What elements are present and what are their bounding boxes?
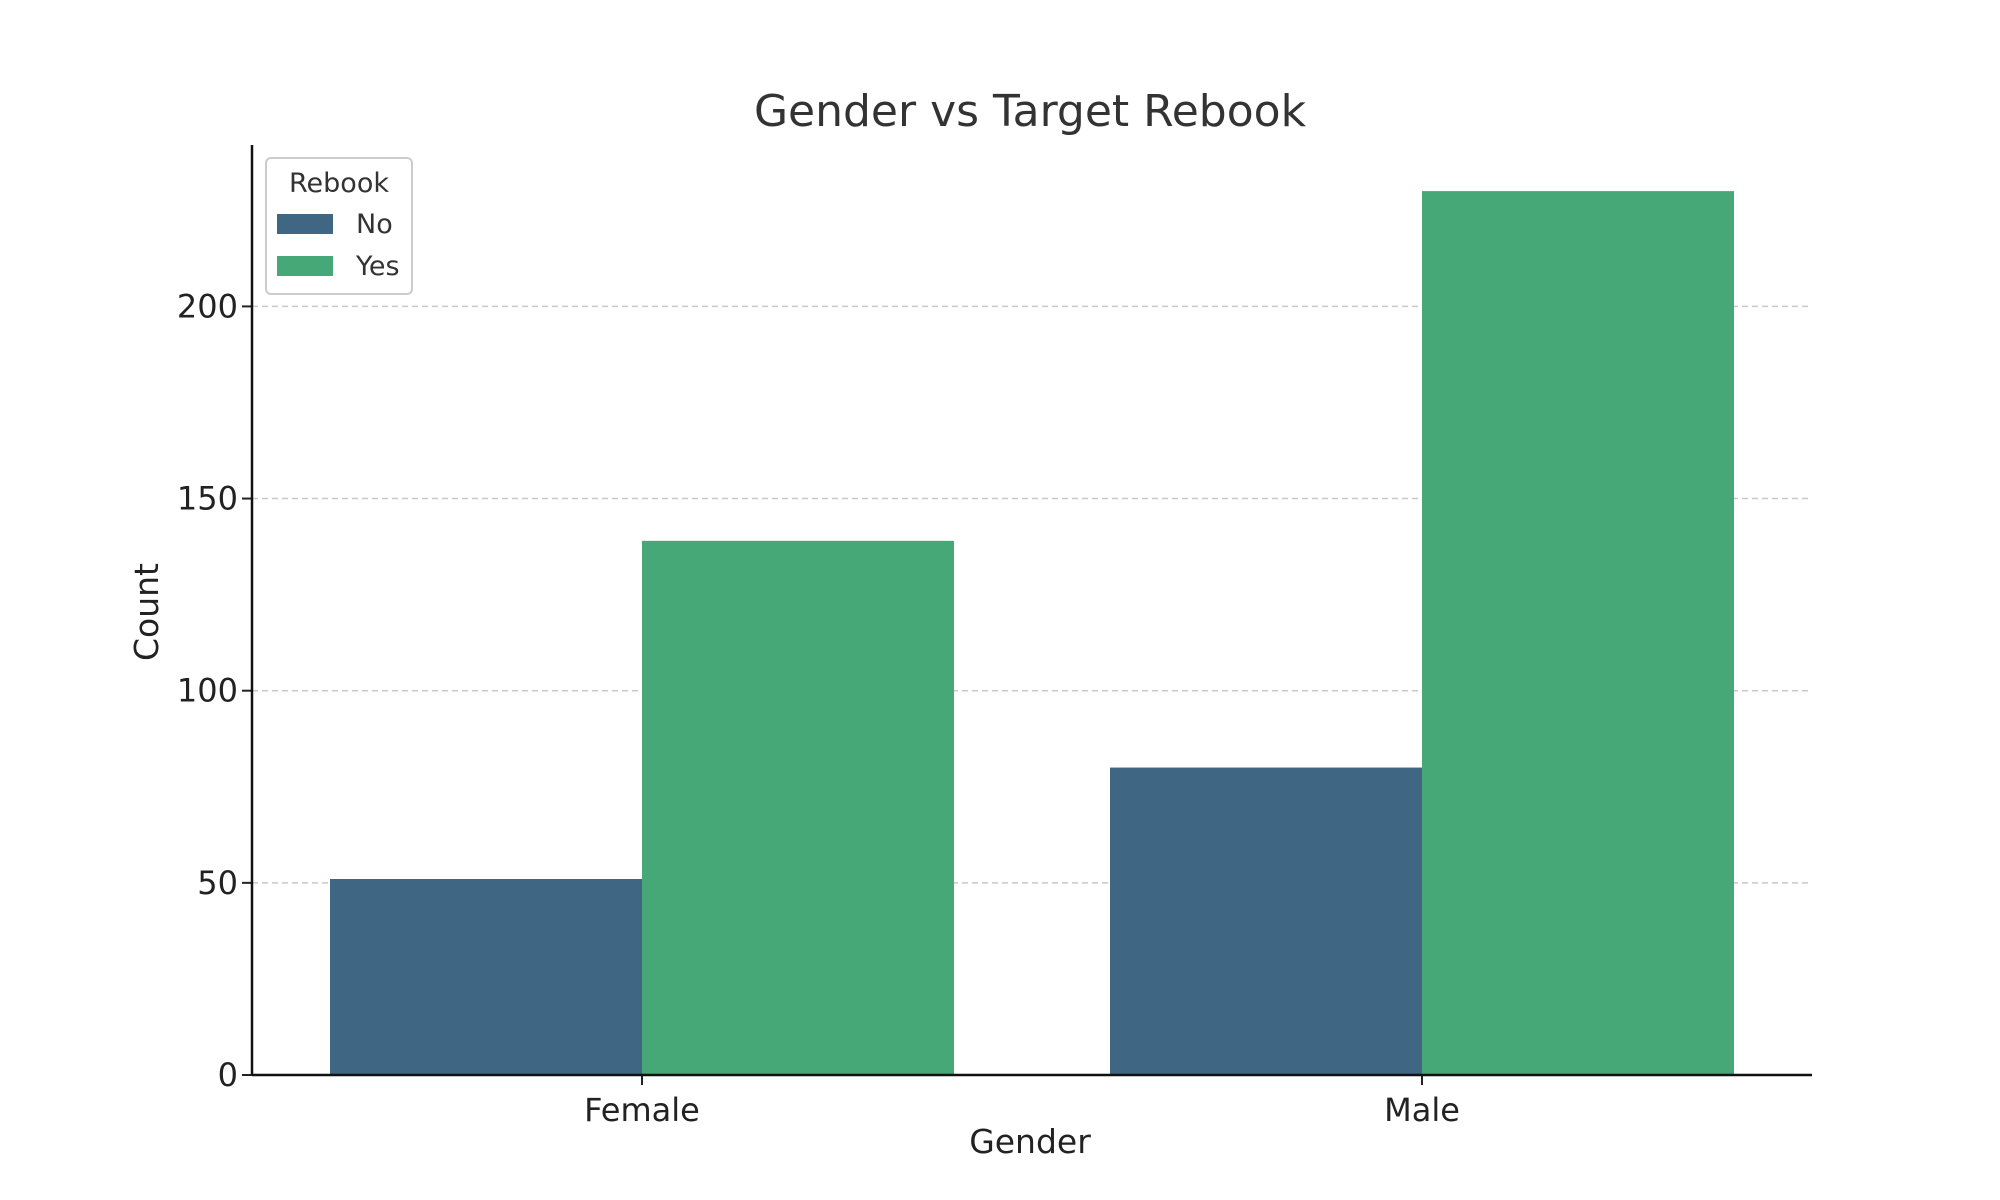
axes (242, 145, 1812, 1085)
y-tick-label: 0 (218, 1056, 238, 1094)
tick-labels: 0 50 100 150 200 Female Male (177, 287, 1460, 1129)
y-axis-label: Count (127, 563, 166, 661)
chart-title: Gender vs Target Rebook (754, 86, 1307, 137)
y-tick-label: 150 (177, 480, 238, 518)
bar-male-yes (1422, 191, 1734, 1075)
x-tick-label: Female (584, 1091, 700, 1129)
bar-female-no (330, 879, 642, 1075)
x-tick-label: Male (1384, 1091, 1460, 1129)
y-tick-label: 200 (177, 287, 238, 325)
y-tick-label: 100 (177, 672, 238, 710)
legend-title: Rebook (289, 168, 389, 199)
bar-female-yes (642, 540, 954, 1075)
bar-male-no (1110, 767, 1422, 1075)
legend: Rebook No Yes (265, 157, 413, 295)
y-tick-label: 50 (197, 864, 238, 902)
bars (330, 191, 1734, 1075)
legend-swatch-yes (277, 256, 333, 276)
legend-label-no: No (356, 209, 393, 240)
legend-swatch-no (277, 214, 333, 234)
legend-label-yes: Yes (355, 251, 400, 282)
x-axis-label: Gender (969, 1122, 1091, 1161)
